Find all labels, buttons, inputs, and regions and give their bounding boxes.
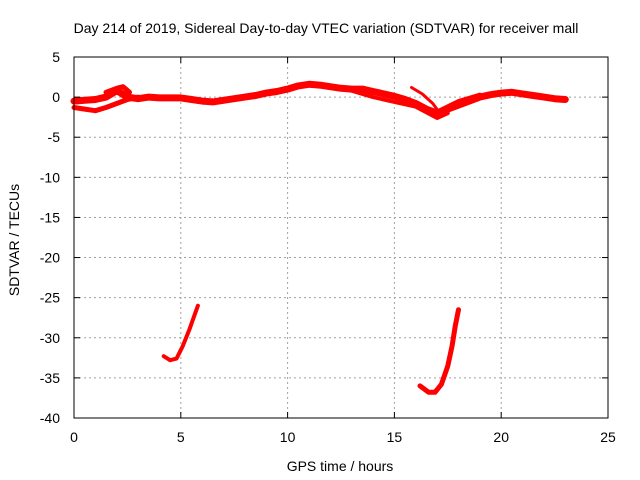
series-dip-branch-c — [435, 92, 482, 114]
grid-lines — [74, 57, 608, 418]
axis-ticks — [73, 56, 609, 419]
x-tick-label: 15 — [387, 429, 403, 445]
plot-frame — [73, 56, 609, 419]
y-tick-label: -30 — [40, 330, 60, 346]
series-dip-branch-b — [410, 86, 441, 114]
y-tick-label: 5 — [52, 49, 60, 65]
series-upper-start-band — [103, 84, 132, 95]
y-tick-label: -20 — [40, 250, 60, 266]
x-tick-labels: 0 5 10 15 20 25 — [70, 429, 616, 445]
series-arc-2 — [417, 307, 461, 395]
y-tick-label: -10 — [40, 169, 60, 185]
y-tick-label: -40 — [40, 410, 60, 426]
y-tick-label: -35 — [40, 370, 60, 386]
y-axis-label: SDTVAR / TECUs — [6, 184, 22, 296]
chart-title: Day 214 of 2019, Sidereal Day-to-day VTE… — [74, 20, 579, 36]
y-tick-label: -5 — [48, 129, 61, 145]
x-tick-label: 25 — [600, 429, 616, 445]
series-dip-branch-a — [349, 88, 450, 120]
y-tick-label: -25 — [40, 290, 60, 306]
x-tick-label: 20 — [493, 429, 509, 445]
x-axis-label: GPS time / hours — [287, 458, 394, 474]
y-tick-label: -15 — [40, 209, 60, 225]
data-series — [70, 80, 569, 395]
x-tick-label: 10 — [280, 429, 296, 445]
series-arc-1 — [161, 303, 200, 363]
series-lower-start-band — [71, 94, 141, 114]
x-tick-label: 0 — [70, 429, 78, 445]
series-main-band — [70, 80, 569, 117]
x-tick-label: 5 — [177, 429, 185, 445]
y-tick-label: 0 — [52, 89, 60, 105]
y-tick-labels: 5 0 -5 -10 -15 -20 -25 -30 -35 -40 — [40, 49, 60, 426]
